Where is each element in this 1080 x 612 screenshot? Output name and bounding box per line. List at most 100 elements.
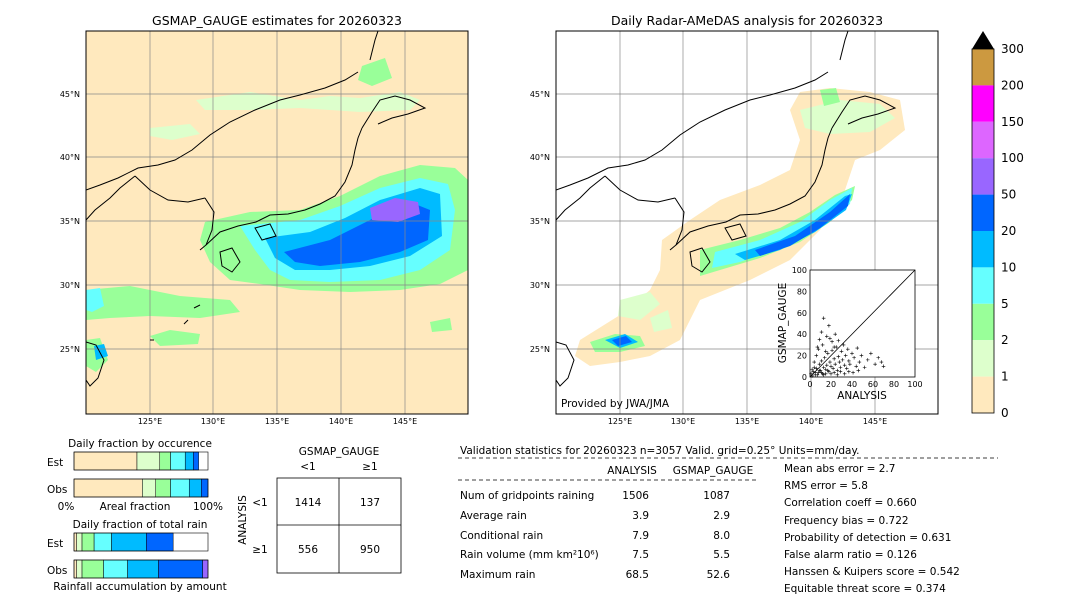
scatter-point [811,369,815,374]
scatter-point [852,355,856,360]
occurrence-title: Daily fraction by occurence [68,438,212,450]
scatter-point [813,370,818,375]
scatter-point [832,370,836,375]
colorbar-label: 10 [1001,260,1016,274]
occurrence-obs-label: Obs [47,484,67,496]
score-line: Equitable threat score = 0.374 [784,583,946,595]
scatter-point [865,358,870,362]
left-map-frame [85,30,469,415]
scatter-diagonal [809,269,916,378]
scatter-point [817,368,822,373]
colorbar-segments [972,49,994,413]
fraction-bar-segment [158,559,203,579]
lat-label: 45°N [60,90,80,99]
left-map-lon-labels: 125°E 130°E 135°E 140°E 145°E [138,417,417,426]
scatter-point [823,371,828,376]
scatter-point [821,365,826,370]
scatter-point [833,362,837,366]
colorbar-segment [972,121,994,159]
lon-label: 135°E [735,417,759,426]
scatter-point [839,349,844,354]
scatter-point [829,364,833,369]
scatter-point [826,351,830,356]
fraction-bar-segment [81,559,104,579]
colorbar-segment [972,194,994,231]
scatter-point [857,360,862,364]
lon-label: 145°E [863,417,887,426]
colorbar-segment [972,340,994,377]
scatter-ytick: 60 [797,309,807,318]
scatter-point [837,360,842,364]
scatter-point [832,345,836,349]
lon-label: 130°E [671,417,695,426]
scatter-ylabel: GSMAP_GAUGE [777,283,789,363]
stat-row-analysis: 7.5 [632,549,649,561]
left-map-title: GSMAP_GAUGE estimates for 20260323 [152,13,402,28]
fraction-bar-frame [73,478,209,498]
fraction-bar-segment [155,478,171,498]
occurrence-x-right: 100% [193,501,223,513]
fraction-bar-segment [81,532,95,552]
validation-col-gsmap: GSMAP_GAUGE [673,465,753,477]
fraction-bar-segment [202,559,209,579]
lat-label: 45°N [530,90,550,99]
stat-row-analysis: 7.9 [632,530,649,542]
scatter-point [836,338,841,343]
scatter-point [831,366,835,371]
scatter-ytick: 20 [797,352,807,361]
amount-obs-label: Obs [47,565,67,577]
lon-label: 130°E [201,417,225,426]
fraction-bar-segment [76,559,83,579]
scatter-point [832,357,836,361]
lat-label: 40°N [530,153,550,162]
contingency-col-ge1: ≥1 [362,461,377,473]
right-map: Daily Radar-AMeDAS analysis for 20260323 [530,13,939,426]
contingency-row-lt1: <1 [252,497,267,509]
stat-row-label: Num of gridpoints raining [460,490,594,502]
scatter-point [829,371,833,376]
scatter-point [848,362,852,366]
scatter-ytick: 100 [792,266,807,275]
fraction-bar-segment [73,451,138,471]
validation-col-analysis: ANALYSIS [607,465,657,477]
scatter-point [821,316,826,320]
fraction-bar-segment [170,478,190,498]
lat-label: 35°N [60,217,80,226]
scatter-point [843,353,848,358]
fraction-bar-segment [73,478,143,498]
colorbar-segment [972,267,994,304]
lon-label: 125°E [608,417,632,426]
scatter-point [810,374,814,378]
fraction-bar-segment [93,532,112,552]
score-line: Frequency bias = 0.722 [784,515,909,527]
lat-label: 40°N [60,153,80,162]
contingency-cell-miss: 556 [298,544,318,556]
stat-row-gsmap: 8.0 [713,530,730,542]
scatter-point [841,343,846,347]
stat-row-gsmap: 52.6 [707,569,731,581]
lat-label: 25°N [60,345,80,354]
fraction-bar-frame [73,559,209,579]
scatter-xtick: 0 [807,380,812,389]
data-credit: Provided by JWA/JMA [561,398,670,410]
occurrence-x-left: 0% [58,501,75,513]
scatter-ytick: 80 [797,287,807,296]
stat-row-analysis: 1506 [622,490,649,502]
left-map-lat-labels: 45°N 40°N 35°N 30°N 25°N [60,90,80,354]
colorbar-label: 1 [1001,370,1009,384]
scatter-point [855,346,860,350]
occurrence-chart: Daily fraction by occurence Est Obs 0% A… [47,438,223,513]
scatter-point [869,351,873,356]
fraction-bar-segment [136,451,161,471]
colorbar-label: 100 [1001,151,1024,165]
amount-est-label: Est [47,538,63,550]
lat-label: 25°N [530,345,550,354]
occurrence-bars [73,451,209,498]
right-map-title: Daily Radar-AMeDAS analysis for 20260323 [611,13,883,28]
colorbar-segment [972,303,994,341]
colorbar-label: 50 [1001,188,1016,202]
fraction-bar-segment [103,559,128,579]
scatter-yticks: 0 20 40 60 80 100 [792,266,807,382]
